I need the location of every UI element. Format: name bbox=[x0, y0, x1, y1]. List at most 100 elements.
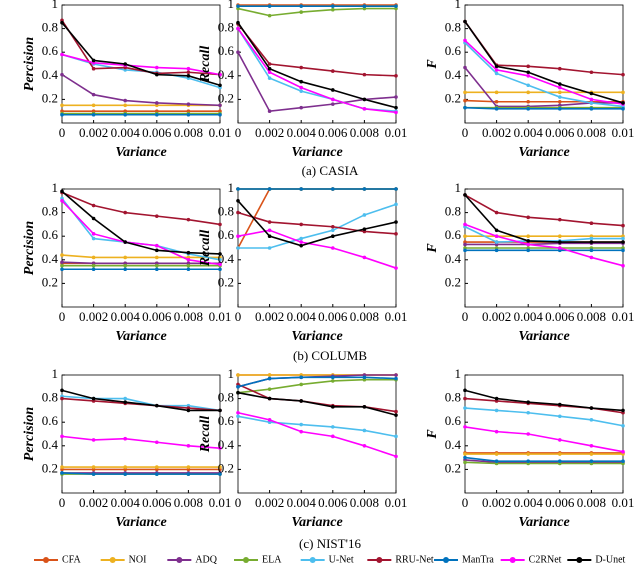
x-tick-label: 0.01 bbox=[385, 125, 408, 140]
y-tick-label: 0.4 bbox=[218, 437, 235, 452]
data-point bbox=[186, 74, 191, 78]
y-tick-label: 0.2 bbox=[218, 90, 234, 105]
y-tick-label: 0.8 bbox=[445, 204, 461, 219]
data-point bbox=[394, 266, 398, 270]
data-point bbox=[494, 90, 499, 95]
legend-label: D-Unet bbox=[595, 554, 625, 565]
data-point bbox=[236, 4, 240, 8]
data-point bbox=[155, 267, 159, 272]
y-tick-label: 0.8 bbox=[218, 20, 234, 35]
data-point bbox=[236, 414, 240, 419]
data-point bbox=[155, 72, 159, 77]
data-point bbox=[299, 243, 304, 248]
series-line bbox=[464, 389, 624, 412]
data-point bbox=[526, 83, 530, 88]
data-point bbox=[236, 20, 240, 25]
data-point bbox=[267, 246, 272, 250]
data-point bbox=[60, 396, 64, 401]
data-point bbox=[494, 396, 499, 401]
y-axis-label: Percision bbox=[22, 221, 37, 276]
data-point bbox=[91, 103, 96, 108]
data-point bbox=[526, 64, 530, 69]
x-axis-label: Variance bbox=[115, 145, 166, 160]
data-point bbox=[463, 460, 467, 465]
data-point bbox=[60, 465, 64, 469]
series-line bbox=[61, 190, 221, 255]
series-line bbox=[61, 261, 220, 265]
y-axis-label: F bbox=[425, 243, 440, 254]
y-tick-label: 0.8 bbox=[42, 204, 58, 219]
data-point bbox=[589, 107, 594, 111]
series-line bbox=[237, 7, 396, 17]
data-point bbox=[299, 89, 304, 93]
data-point bbox=[526, 242, 530, 247]
data-point bbox=[621, 459, 625, 463]
data-point bbox=[463, 38, 467, 43]
data-point bbox=[60, 189, 64, 194]
data-point bbox=[362, 444, 367, 448]
data-point bbox=[91, 255, 96, 260]
x-axis-label: Variance bbox=[115, 329, 166, 344]
series-line bbox=[61, 435, 221, 449]
data-point bbox=[494, 228, 499, 233]
data-point bbox=[186, 250, 191, 255]
y-tick-label: 0.8 bbox=[42, 20, 58, 35]
data-point bbox=[558, 217, 562, 222]
data-point bbox=[123, 112, 127, 117]
data-point bbox=[463, 65, 467, 70]
y-tick-label: 0.6 bbox=[42, 43, 59, 58]
legend-marker bbox=[243, 557, 249, 563]
series-line bbox=[237, 211, 397, 235]
data-point bbox=[362, 72, 367, 77]
data-point bbox=[60, 52, 64, 57]
data-point bbox=[526, 239, 530, 243]
data-point bbox=[186, 217, 191, 222]
x-axis-label: Variance bbox=[291, 515, 342, 530]
data-point bbox=[91, 438, 96, 442]
x-tick-label: 0.004 bbox=[111, 125, 141, 140]
series-line bbox=[237, 200, 397, 247]
data-point bbox=[267, 13, 272, 18]
x-tick-label: 0.01 bbox=[612, 125, 635, 140]
data-point bbox=[91, 236, 96, 241]
y-tick-label: 0.6 bbox=[218, 43, 235, 58]
y-axis-label: Recall bbox=[198, 46, 213, 84]
y-axis-label: Percision bbox=[22, 37, 37, 92]
series-line bbox=[237, 23, 397, 77]
data-point bbox=[267, 396, 272, 401]
data-point bbox=[331, 187, 335, 191]
x-tick-label: 0 bbox=[462, 309, 469, 324]
x-tick-label: 0.006 bbox=[545, 309, 575, 324]
y-tick-label: 0.6 bbox=[42, 227, 59, 242]
series-line bbox=[464, 223, 624, 267]
data-point bbox=[463, 193, 467, 197]
data-point bbox=[526, 432, 530, 436]
data-point bbox=[155, 112, 159, 117]
series-line bbox=[464, 456, 623, 462]
data-point bbox=[558, 99, 562, 104]
x-tick-label: 0.004 bbox=[287, 309, 317, 324]
data-point bbox=[494, 452, 499, 456]
data-point bbox=[299, 65, 304, 70]
data-point bbox=[558, 90, 562, 95]
data-point bbox=[463, 452, 467, 456]
data-point bbox=[494, 429, 499, 434]
legend-label: CFA bbox=[62, 554, 81, 565]
data-point bbox=[589, 236, 594, 241]
data-point bbox=[299, 236, 304, 241]
data-point bbox=[558, 459, 562, 463]
data-point bbox=[218, 252, 222, 256]
data-point bbox=[394, 413, 398, 417]
legend-marker bbox=[376, 557, 383, 563]
x-axis-label: Variance bbox=[518, 329, 569, 344]
y-axis-label: Recall bbox=[198, 416, 213, 454]
data-point bbox=[299, 422, 304, 427]
data-point bbox=[123, 472, 127, 476]
x-tick-label: 0.006 bbox=[318, 125, 348, 140]
data-point bbox=[236, 26, 240, 31]
data-point bbox=[155, 65, 159, 70]
data-point bbox=[218, 465, 222, 469]
legend-label: ManTra bbox=[462, 554, 494, 565]
